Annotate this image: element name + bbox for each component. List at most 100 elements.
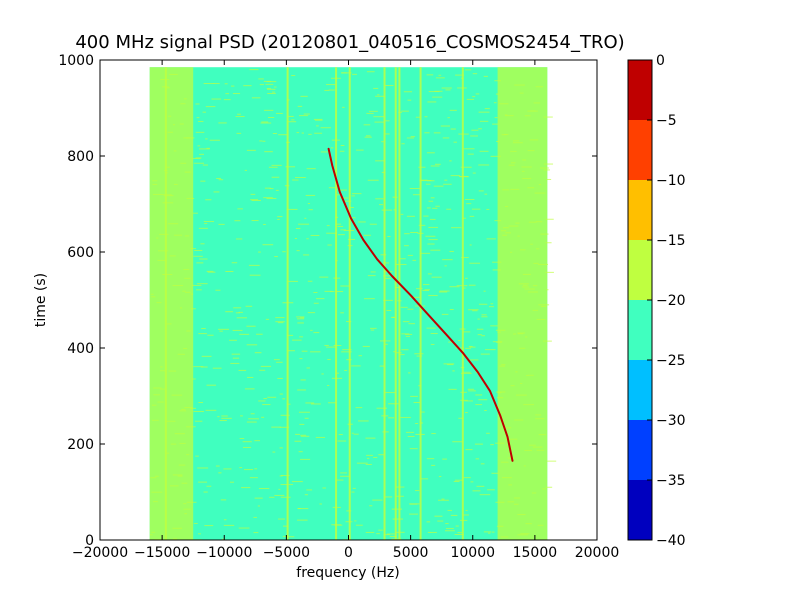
psd-speckle-cell bbox=[420, 422, 424, 424]
psd-speckle-cell bbox=[347, 238, 356, 240]
x-tick-label: 15000 bbox=[513, 545, 558, 561]
psd-speckle-cell bbox=[464, 69, 472, 71]
psd-speckle-cell bbox=[443, 363, 455, 365]
psd-speckle-cell bbox=[279, 393, 283, 395]
psd-speckle-cell bbox=[300, 379, 306, 381]
colorbar-swatch bbox=[628, 360, 652, 420]
psd-speckle-cell bbox=[433, 185, 444, 187]
psd-speckle-cell bbox=[206, 270, 214, 272]
psd-speckle-cell bbox=[233, 307, 242, 309]
psd-speckle-cell bbox=[418, 166, 426, 168]
psd-speckle-cell bbox=[230, 362, 240, 364]
psd-speckle-cell bbox=[375, 160, 385, 162]
psd-speckle-cell bbox=[418, 224, 426, 226]
psd-speckle-cell bbox=[304, 417, 309, 419]
psd-speckle-cell bbox=[406, 431, 414, 433]
psd-speckle-cell bbox=[478, 303, 488, 305]
psd-speckle-cell bbox=[245, 305, 253, 307]
psd-speckle-cell bbox=[275, 321, 285, 323]
psd-speckle-cell bbox=[472, 73, 478, 75]
psd-speckle-cell bbox=[403, 91, 413, 93]
psd-speckle-cell bbox=[484, 108, 490, 110]
psd-speckle-cell bbox=[296, 316, 305, 318]
psd-speckle-cell bbox=[304, 494, 308, 496]
psd-speckle-cell bbox=[192, 378, 196, 380]
psd-speckle-cell bbox=[353, 433, 359, 435]
psd-speckle-cell bbox=[305, 194, 316, 196]
psd-speckle-cell bbox=[336, 194, 343, 196]
psd-speckle-cell bbox=[295, 228, 301, 230]
colorbar-swatch bbox=[628, 240, 652, 300]
psd-speckle-cell bbox=[280, 414, 290, 416]
psd-speckle-cell bbox=[264, 109, 274, 111]
psd-speckle-cell bbox=[225, 93, 230, 95]
psd-speckle-cell bbox=[225, 311, 233, 313]
psd-speckle-cell bbox=[303, 113, 310, 115]
psd-speckle-cell bbox=[487, 489, 495, 491]
psd-speckle-cell bbox=[301, 132, 304, 134]
psd-speckle-cell bbox=[205, 106, 216, 108]
psd-speckle-cell bbox=[274, 494, 285, 496]
psd-speckle-cell bbox=[491, 531, 495, 533]
psd-speckle-cell bbox=[198, 227, 208, 229]
psd-speckle-cell bbox=[358, 355, 363, 357]
psd-speckle-cell bbox=[297, 322, 304, 324]
psd-speckle-cell bbox=[365, 135, 371, 137]
psd-speckle-cell bbox=[280, 474, 290, 476]
psd-speckle-cell bbox=[477, 334, 482, 336]
psd-speckle-cell bbox=[392, 316, 395, 318]
psd-speckle-cell bbox=[190, 407, 197, 409]
psd-speckle-cell bbox=[198, 148, 210, 150]
psd-speckle-cell bbox=[450, 128, 456, 130]
psd-speckle-cell bbox=[237, 208, 243, 210]
psd-speckle-cell bbox=[373, 116, 384, 118]
psd-speckle-cell bbox=[376, 407, 388, 409]
psd-speckle-cell bbox=[263, 223, 266, 225]
psd-speckle-cell bbox=[249, 69, 259, 71]
psd-speckle-cell bbox=[219, 420, 227, 422]
psd-speckle-cell bbox=[194, 420, 203, 422]
psd-speckle-cell bbox=[488, 306, 494, 308]
psd-speckle-cell bbox=[400, 213, 404, 215]
psd-speckle-cell bbox=[223, 519, 227, 521]
psd-speckle-cell bbox=[364, 298, 375, 300]
psd-speckle-cell bbox=[306, 367, 310, 369]
psd-speckle-cell bbox=[426, 180, 435, 182]
psd-edge-band bbox=[149, 67, 194, 540]
psd-speckle-cell bbox=[466, 203, 472, 205]
psd-speckle-cell bbox=[471, 129, 479, 131]
psd-speckle-cell bbox=[310, 329, 313, 331]
psd-speckle-cell bbox=[412, 194, 420, 196]
psd-speckle-cell bbox=[320, 151, 328, 153]
psd-speckle-cell bbox=[297, 389, 306, 391]
psd-speckle-cell bbox=[297, 105, 303, 107]
psd-speckle-cell bbox=[275, 317, 285, 319]
psd-speckle-cell bbox=[492, 269, 501, 271]
psd-speckle-cell bbox=[445, 523, 449, 525]
psd-speckle-cell bbox=[249, 477, 258, 479]
psd-speckle-cell bbox=[408, 323, 416, 325]
psd-speckle-cell bbox=[268, 166, 278, 168]
psd-speckle-cell bbox=[381, 209, 393, 211]
psd-speckle-cell bbox=[244, 388, 255, 390]
psd-speckle-cell bbox=[299, 336, 303, 338]
psd-speckle-cell bbox=[446, 364, 454, 366]
psd-speckle-cell bbox=[218, 328, 230, 330]
y-tick-label: 0 bbox=[85, 533, 94, 549]
psd-speckle-cell bbox=[231, 85, 235, 87]
psd-speckle-cell bbox=[478, 164, 490, 166]
psd-speckle-cell bbox=[244, 169, 248, 171]
psd-speckle-cell bbox=[351, 491, 355, 493]
psd-speckle-cell bbox=[220, 499, 227, 501]
psd-speckle-cell bbox=[301, 350, 308, 352]
psd-speckle-cell bbox=[377, 94, 380, 96]
psd-speckle-cell bbox=[376, 533, 380, 535]
psd-speckle-cell bbox=[340, 312, 344, 314]
psd-speckle-cell bbox=[450, 514, 458, 516]
psd-speckle-cell bbox=[545, 271, 554, 273]
psd-speckle-cell bbox=[484, 193, 488, 195]
psd-speckle-cell bbox=[330, 147, 334, 149]
psd-speckle-cell bbox=[437, 520, 444, 522]
psd-speckle-cell bbox=[221, 417, 232, 419]
psd-speckle-cell bbox=[461, 372, 472, 374]
